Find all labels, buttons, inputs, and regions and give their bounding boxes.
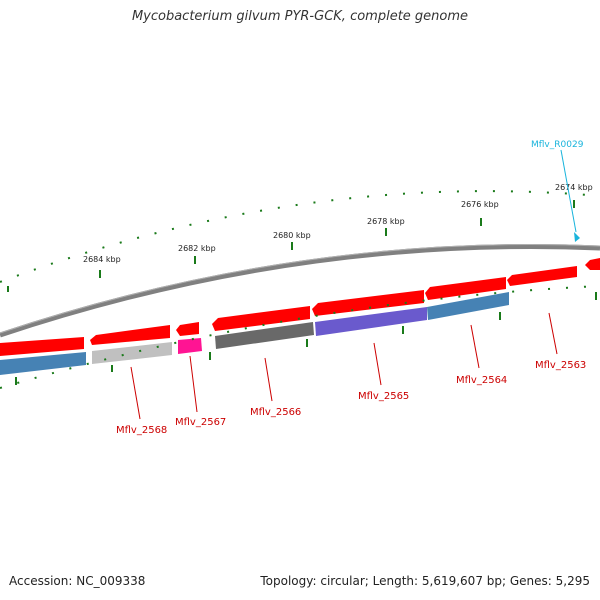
map-title: Mycobacterium gilvum PYR-GCK, complete g… <box>131 9 469 24</box>
track-segment-magenta <box>178 338 202 354</box>
cds-arrow <box>425 277 506 300</box>
scale-label: 2678 kbp <box>367 217 405 226</box>
topology-info: Topology: circular; Length: 5,619,607 bp… <box>260 574 590 588</box>
leader-line <box>373 342 382 386</box>
scale-label: 2682 kbp <box>178 244 216 253</box>
leader-line <box>264 357 273 402</box>
cog-track <box>0 292 509 375</box>
genome-backbone <box>0 244 600 338</box>
inner-scale-ring <box>0 285 600 389</box>
leader-line <box>470 324 480 369</box>
backbone-highlight <box>0 244 600 334</box>
forward-cds-track <box>0 258 600 356</box>
leader-line <box>189 355 198 413</box>
track-segment-purple <box>315 307 427 336</box>
scale-label: 2676 kbp <box>461 200 499 209</box>
cds-arrow <box>90 325 170 345</box>
scale-label: 2684 kbp <box>83 255 121 264</box>
cds-arrow <box>585 258 600 270</box>
track-segment-silver <box>92 342 172 364</box>
rna-label: Mflv_R0029 <box>531 140 584 150</box>
gene-leaders <box>130 312 558 420</box>
gene-label: Mflv_2568 <box>116 425 167 436</box>
track-segment-blue <box>427 292 509 320</box>
gene-label: Mflv_2563 <box>535 360 586 371</box>
cds-arrow <box>176 322 199 336</box>
track-segment-dark <box>215 322 314 349</box>
outer-scale-ring <box>0 190 600 292</box>
rna-marker <box>574 232 580 242</box>
leader-line <box>130 366 141 420</box>
cds-arrow <box>312 290 424 316</box>
scale-label: 2680 kbp <box>273 231 311 240</box>
gene-label: Mflv_2567 <box>175 417 226 428</box>
track-segment-blue <box>0 352 86 375</box>
rna-leader-line <box>560 149 577 233</box>
scale-label: 2674 kbp <box>555 183 593 192</box>
accession-info: Accession: NC_009338 <box>9 574 146 588</box>
leader-line <box>548 312 558 355</box>
cds-arrow <box>0 337 84 356</box>
cds-arrow <box>212 306 310 331</box>
gene-label: Mflv_2565 <box>358 391 409 402</box>
gene-label: Mflv_2564 <box>456 375 507 386</box>
gene-label: Mflv_2566 <box>250 407 301 418</box>
cds-arrow <box>507 266 577 286</box>
